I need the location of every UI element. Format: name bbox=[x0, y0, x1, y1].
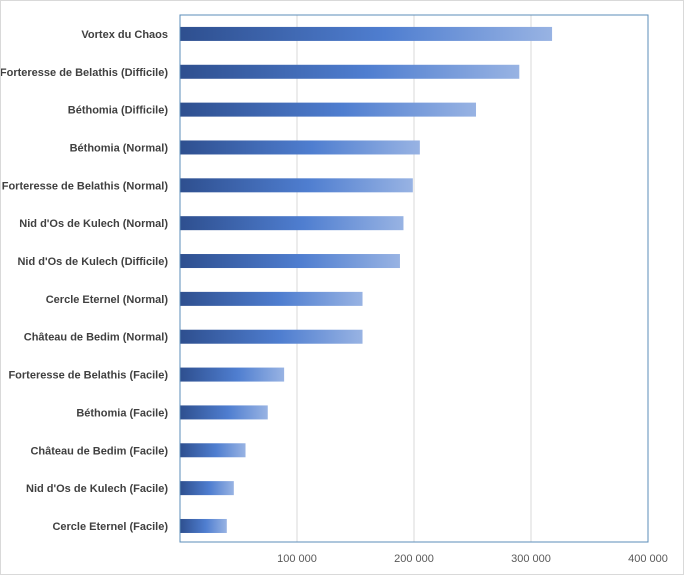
category-label: Béthomia (Difficile) bbox=[68, 105, 169, 117]
bar bbox=[180, 254, 400, 269]
bar bbox=[180, 102, 477, 117]
bar bbox=[180, 64, 520, 79]
category-label: Château de Bedim (Facile) bbox=[30, 445, 168, 457]
bar bbox=[180, 518, 227, 533]
category-label: Béthomia (Facile) bbox=[76, 407, 168, 419]
x-tick-label: 400 000 bbox=[628, 553, 668, 565]
category-label: Château de Bedim (Normal) bbox=[24, 332, 169, 344]
category-label: Forteresse de Belathis (Facile) bbox=[8, 370, 168, 382]
bar bbox=[180, 140, 420, 155]
bar bbox=[180, 291, 363, 306]
bar bbox=[180, 216, 404, 231]
category-label: Forteresse de Belathis (Normal) bbox=[2, 180, 169, 192]
bar bbox=[180, 443, 246, 458]
x-tick-label: 100 000 bbox=[277, 553, 317, 565]
x-tick-label: 200 000 bbox=[394, 553, 434, 565]
bar bbox=[180, 178, 413, 193]
bar bbox=[180, 405, 268, 420]
bar bbox=[180, 481, 234, 496]
category-label: Béthomia (Normal) bbox=[70, 142, 169, 154]
bars bbox=[180, 26, 553, 533]
category-label: Vortex du Chaos bbox=[81, 29, 168, 41]
category-label: Nid d'Os de Kulech (Normal) bbox=[19, 218, 168, 230]
category-label: Cercle Eternel (Facile) bbox=[52, 521, 168, 533]
category-label: Nid d'Os de Kulech (Difficile) bbox=[17, 256, 168, 268]
plot-area-border bbox=[179, 14, 649, 543]
x-tick-labels: 100 000 200 000 300 000 400 000 bbox=[277, 553, 668, 565]
x-tick-label: 300 000 bbox=[511, 553, 551, 565]
category-labels: Vortex du Chaos Forteresse de Belathis (D… bbox=[1, 29, 168, 533]
category-label: Cercle Eternel (Normal) bbox=[46, 294, 169, 306]
bar bbox=[180, 329, 363, 344]
plot-border bbox=[179, 14, 649, 543]
category-label: Forteresse de Belathis (Difficile) bbox=[1, 67, 168, 79]
bar bbox=[180, 367, 285, 382]
gridlines bbox=[296, 15, 649, 542]
category-label: Nid d'Os de Kulech (Facile) bbox=[26, 483, 168, 495]
bar bbox=[180, 26, 553, 41]
